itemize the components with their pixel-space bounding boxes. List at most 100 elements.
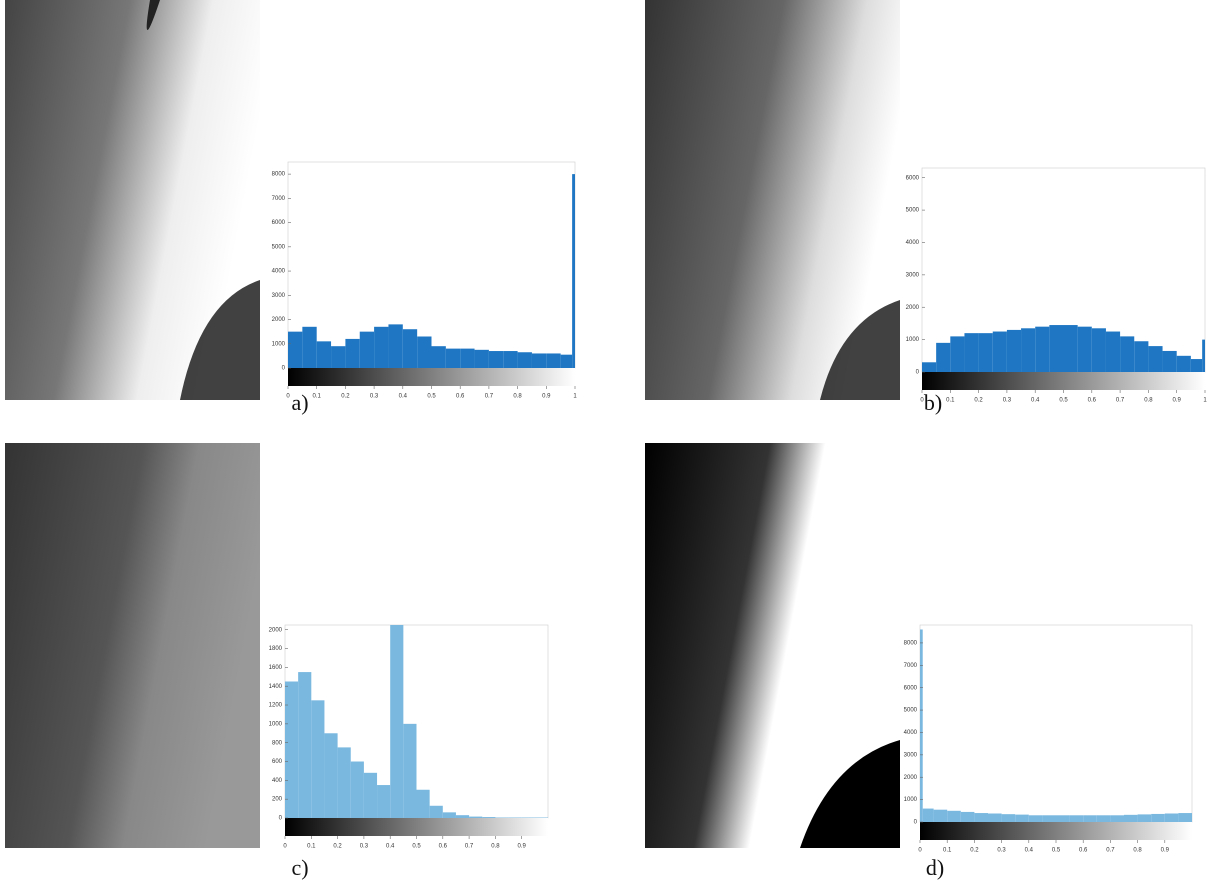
x-tick-label: 0.3 [997,848,1006,854]
x-tick-label: 0.7 [465,844,474,850]
histogram-bar [1042,815,1056,822]
x-tick-label: 0.5 [412,844,421,850]
x-tick-label: 0.3 [370,394,379,400]
x-tick-label: 0.2 [333,844,342,850]
colorbar [285,818,548,836]
xray-shading [180,280,260,400]
x-tick-label: 0.3 [1003,398,1012,404]
y-tick-label: 3000 [904,752,918,758]
histogram-bar [1148,346,1163,372]
y-tick-label: 1000 [269,721,283,727]
y-tick-label: 2000 [272,317,286,323]
histogram-bar [311,700,325,818]
y-tick-label: 1200 [269,703,283,709]
histogram-bar [416,789,430,818]
y-tick-label: 6000 [272,220,286,226]
y-tick-label: 1000 [272,341,286,347]
histogram-bar [298,672,312,818]
colorbar [288,368,575,386]
y-tick-label: 1800 [269,646,283,652]
x-tick-label: 0.2 [974,398,983,404]
histogram-bar [964,333,979,372]
y-tick-label: 0 [282,366,286,372]
histogram-bar [1110,815,1124,822]
histogram-bar [302,326,317,368]
histogram-bar [1178,813,1192,822]
histogram-bar [920,629,923,822]
histogram-bar [350,761,364,818]
histogram-bar [1137,814,1152,822]
histogram-bar [316,341,332,368]
histogram-bar [1077,326,1092,372]
y-tick-label: 5000 [904,708,918,714]
x-tick-label: 1 [1203,398,1207,404]
x-tick-label: 0.4 [1031,398,1040,404]
y-tick-label: 5000 [272,244,286,250]
y-tick-label: 0 [914,820,918,826]
x-tick-label: 0.7 [1116,398,1125,404]
xray-shading [800,740,900,848]
y-tick-label: 800 [272,740,283,746]
x-tick-label: 0.9 [542,394,551,400]
histogram-bar [503,351,518,368]
x-tick-label: 0.1 [313,394,322,400]
histogram-bar [988,813,1002,822]
x-tick-label: 0.7 [485,394,494,400]
x-tick-label: 0.8 [1144,398,1153,404]
y-tick-label: 1000 [904,797,918,803]
histogram-bar [922,808,934,822]
histogram-bar [377,785,391,818]
histogram-bar [345,338,360,368]
x-tick-label: 0.5 [1059,398,1068,404]
y-tick-label: 600 [272,759,283,765]
histogram-bar [1096,815,1111,822]
y-tick-label: 2000 [269,627,283,633]
histogram-bar [1049,325,1064,372]
y-tick-label: 7000 [272,196,286,202]
histogram-bar [331,346,346,368]
histogram-bar [1134,341,1149,372]
x-tick-label: 0.9 [1173,398,1182,404]
y-tick-label: 0 [279,816,283,822]
histogram-bar [1202,339,1205,372]
y-tick-label: 6000 [906,175,920,181]
panel-caption: a) [291,390,308,415]
histogram-bar [572,174,575,368]
x-tick-label: 0.9 [518,844,527,850]
histogram-bar [1021,328,1036,372]
y-tick-label: 200 [272,797,283,803]
histogram-bar [546,353,561,368]
x-tick-label: 0.8 [513,394,522,400]
y-tick-label: 3000 [906,272,920,278]
histogram-bar [402,329,418,368]
histogram-bar [947,810,961,822]
y-tick-label: 6000 [904,685,918,691]
panel-caption: b) [924,390,942,415]
x-tick-label: 0.5 [1052,848,1061,854]
x-tick-label: 0 [918,848,922,854]
histogram-bar [1083,815,1097,822]
histogram-bar [285,681,299,818]
histogram-bar [390,625,404,818]
histogram-bar [403,723,417,818]
y-tick-label: 1000 [906,337,920,343]
histogram-bar [992,331,1007,372]
y-tick-label: 4000 [272,269,286,275]
x-tick-label: 0.4 [1025,848,1034,854]
histogram-bar [1063,325,1078,372]
x-tick-label: 0.1 [307,844,316,850]
y-tick-label: 2000 [906,305,920,311]
histogram-bar [531,353,547,368]
histogram-bar [1120,336,1135,372]
histogram-bar [936,342,951,372]
x-tick-label: 0.2 [341,394,350,400]
histogram-bar [337,747,351,818]
histogram-bar [960,811,975,822]
panel-caption: c) [291,855,308,880]
histogram-bar [1164,813,1179,822]
histogram-bar [974,813,988,822]
axes-frame [919,624,1193,823]
histogram-bar [933,809,948,822]
histogram-bar [1015,814,1029,822]
colorbar [920,822,1192,840]
